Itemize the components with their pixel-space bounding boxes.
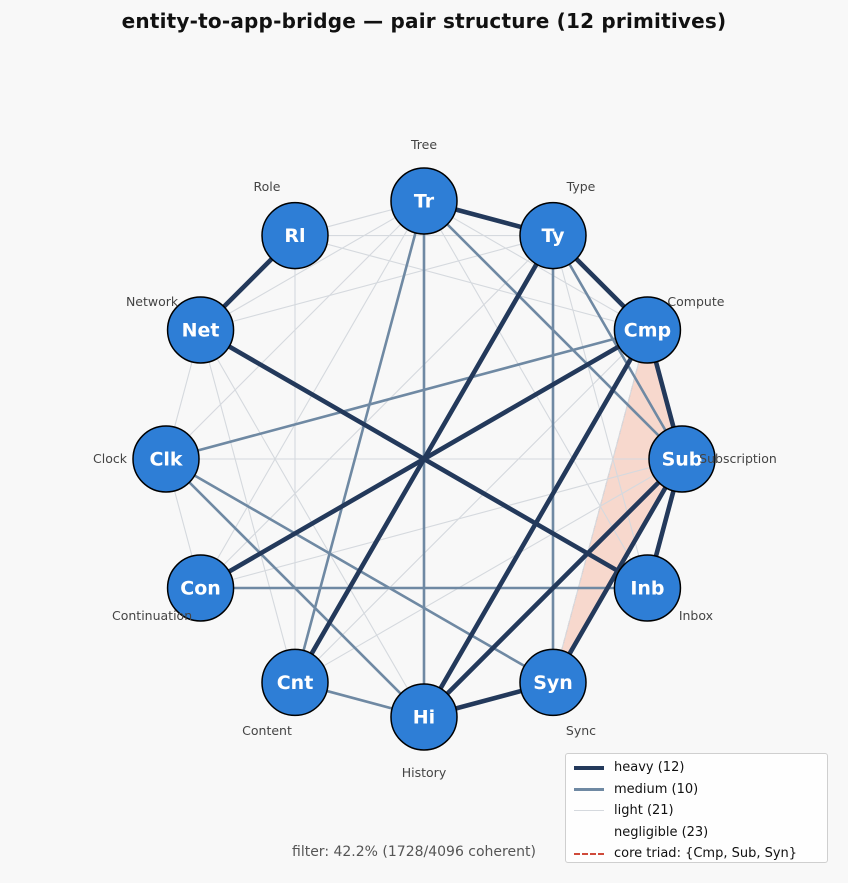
node-fullname-Inb: Inbox bbox=[679, 608, 713, 623]
node-label-Inb: Inb bbox=[630, 578, 664, 600]
node-circle-Con bbox=[166, 554, 235, 622]
heavy-edge-Sub-Hi bbox=[421, 456, 685, 720]
node-label-Ty: Ty bbox=[541, 225, 565, 247]
node-label-Rl: Rl bbox=[284, 225, 305, 247]
node-fullname-Sub: Subscription bbox=[699, 451, 777, 466]
diagram-title: entity-to-app-bridge — pair structure (1… bbox=[121, 9, 727, 33]
legend-item-medium: medium (10) bbox=[574, 779, 819, 801]
light-edge-Cnt-Sub bbox=[294, 458, 683, 683]
light-edge-Cmp-Syn bbox=[552, 329, 648, 683]
medium-edge-Tr-Cnt bbox=[293, 199, 426, 684]
legend-swatch-medium bbox=[574, 787, 604, 791]
legend-label-heavy: heavy (12) bbox=[614, 760, 685, 776]
heavy-edge-Cmp-Hi bbox=[421, 327, 650, 720]
node-circle-Syn bbox=[519, 648, 587, 717]
node-fullname-Clk: Clock bbox=[93, 451, 128, 466]
node-fullname-Hi: History bbox=[402, 765, 447, 780]
nodes: Tr Ty Cmp Sub Inb Syn Hi Cnt Con Clk Net Rl bbox=[132, 167, 716, 751]
node-label-Con: Con bbox=[180, 578, 221, 600]
node-circle-Clk bbox=[132, 425, 200, 493]
light-edge-Rl-Cmp bbox=[294, 235, 648, 331]
node-fullname-Rl: Role bbox=[254, 179, 281, 194]
light-edge-Net-Ty bbox=[200, 235, 554, 331]
node-circle-Sub bbox=[648, 425, 716, 493]
legend-label-medium: medium (10) bbox=[614, 781, 699, 797]
node-circle-Ty bbox=[519, 201, 587, 270]
legend-item-heavy: heavy (12) bbox=[574, 757, 819, 779]
node-fullname-Tr: Tree bbox=[410, 137, 437, 152]
node-fullname-Cmp: Compute bbox=[667, 294, 724, 309]
node-circle-Cnt bbox=[261, 648, 329, 717]
light-edge-Cnt-Cmp bbox=[294, 329, 648, 683]
legend-item-light: light (21) bbox=[574, 800, 819, 822]
node-Tr: Tr bbox=[390, 167, 458, 235]
node-Con: Con bbox=[166, 554, 235, 622]
light-edge-Con-Ty bbox=[200, 235, 554, 589]
node-circle-Inb bbox=[613, 554, 682, 622]
filter-summary: filter: 42.2% (1728/4096 coherent) bbox=[292, 844, 536, 860]
legend-label-negligible: negligible (23) bbox=[614, 824, 709, 840]
node-label-Tr: Tr bbox=[414, 191, 435, 213]
node-label-Cnt: Cnt bbox=[277, 672, 314, 694]
node-Syn: Syn bbox=[519, 648, 587, 717]
node-Sub: Sub bbox=[648, 425, 716, 493]
node-Clk: Clk bbox=[132, 425, 200, 493]
node-Ty: Ty bbox=[519, 201, 587, 270]
node-Cnt: Cnt bbox=[261, 648, 329, 717]
node-fullname-Syn: Sync bbox=[566, 723, 596, 738]
heavy-edge-Cmp-Con bbox=[198, 327, 650, 591]
light-edge-Con-Sub bbox=[200, 458, 683, 589]
node-circle-Net bbox=[166, 296, 235, 364]
node-Hi: Hi bbox=[390, 683, 458, 751]
node-full-labels: Tree Type Compute Subscription Inbox Sync Hist… bbox=[93, 137, 777, 780]
legend-label-core-triad: core triad: {Cmp, Sub, Syn} bbox=[614, 846, 798, 862]
node-label-Clk: Clk bbox=[149, 449, 182, 471]
node-Cmp: Cmp bbox=[613, 296, 682, 364]
node-fullname-Ty: Type bbox=[566, 179, 596, 194]
node-circle-Cmp bbox=[613, 296, 682, 364]
legend-swatch-core-triad bbox=[574, 852, 604, 855]
node-circle-Rl bbox=[261, 201, 329, 270]
node-fullname-Con: Continuation bbox=[112, 608, 192, 623]
node-circle-Hi bbox=[390, 683, 458, 751]
node-label-Cmp: Cmp bbox=[624, 320, 671, 342]
light-edge-Tr-Net bbox=[200, 200, 425, 331]
node-Inb: Inb bbox=[613, 554, 682, 622]
node-fullname-Net: Network bbox=[126, 294, 179, 309]
medium-edge-Cmp-Clk bbox=[164, 328, 649, 461]
legend-item-negligible: negligible (23) bbox=[574, 822, 819, 844]
node-label-Sub: Sub bbox=[662, 449, 703, 471]
legend-label-light: light (21) bbox=[614, 803, 674, 819]
node-label-Hi: Hi bbox=[413, 707, 435, 729]
node-fullname-Cnt: Content bbox=[242, 723, 292, 738]
node-label-Net: Net bbox=[182, 320, 220, 342]
medium-edge-Clk-Hi bbox=[164, 457, 426, 719]
legend-swatch-heavy bbox=[574, 765, 604, 770]
legend-item-core-triad: core triad: {Cmp, Sub, Syn} bbox=[574, 843, 819, 865]
node-circle-Tr bbox=[390, 167, 458, 235]
node-Net: Net bbox=[166, 296, 235, 364]
node-Rl: Rl bbox=[261, 201, 329, 270]
legend: heavy (12) medium (10) light (21) neglig… bbox=[565, 753, 828, 863]
legend-swatch-light bbox=[574, 810, 604, 812]
node-label-Syn: Syn bbox=[533, 672, 573, 694]
